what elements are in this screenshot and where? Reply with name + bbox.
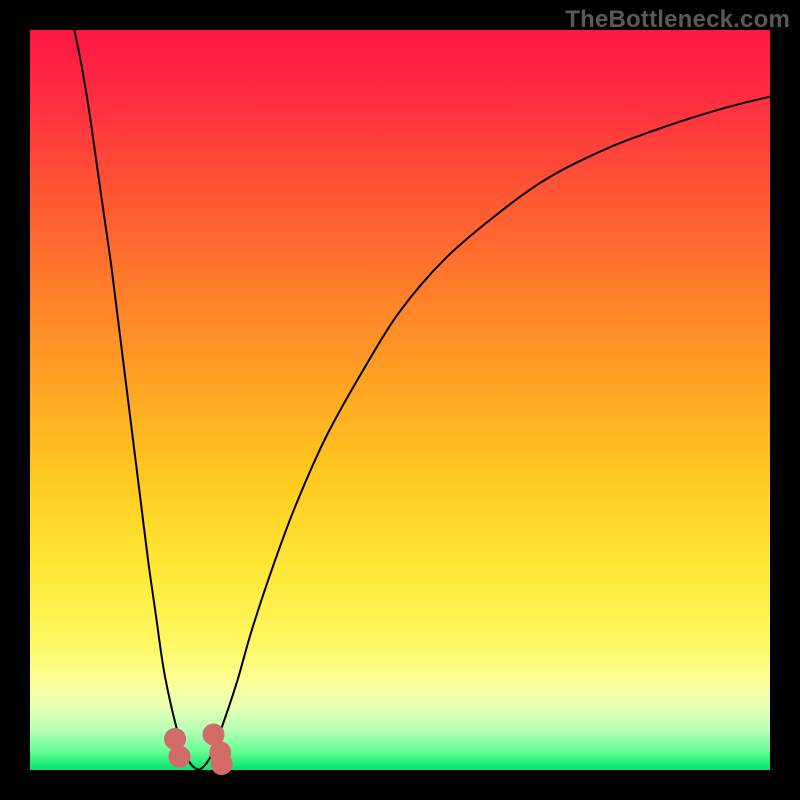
bottleneck-chart xyxy=(0,0,800,800)
plot-background xyxy=(30,30,770,770)
chart-container: { "watermark": { "text": "TheBottleneck.… xyxy=(0,0,800,800)
marker-point-1 xyxy=(168,746,190,768)
watermark-text: TheBottleneck.com xyxy=(565,6,790,34)
marker-point-4 xyxy=(211,753,233,775)
